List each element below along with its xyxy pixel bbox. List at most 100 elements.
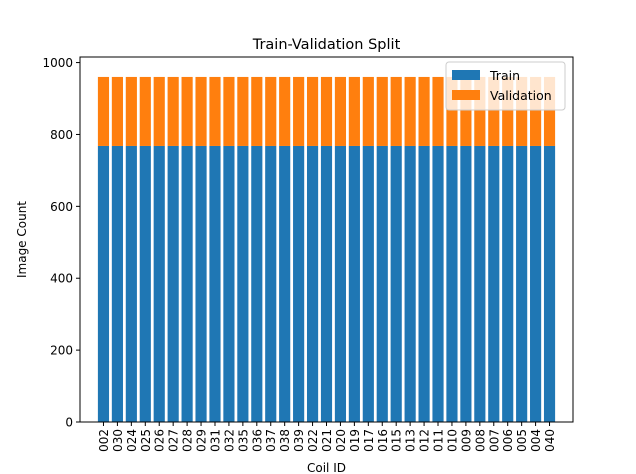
y-axis-label: Image Count [15, 201, 29, 278]
bars-group [97, 76, 556, 423]
legend-swatch-train [452, 70, 480, 80]
x-tick-label-019: 019 [348, 429, 362, 452]
x-tick-label-026: 026 [153, 429, 167, 452]
bar-validation-011 [432, 76, 444, 146]
x-tick-label-012: 012 [418, 429, 432, 452]
x-tick-label-029: 029 [195, 429, 209, 452]
bar-train-030 [111, 145, 123, 423]
bar-train-010 [446, 145, 458, 423]
x-tick-label-022: 022 [306, 429, 320, 452]
bar-validation-012 [418, 76, 430, 146]
bar-validation-040 [543, 76, 556, 146]
y-tick-label-400: 400 [50, 272, 73, 286]
x-tick-label-020: 020 [334, 429, 348, 452]
plot-frame [79, 56, 574, 423]
x-tick-label-010: 010 [445, 429, 459, 452]
bar-validation-026 [153, 76, 165, 146]
bar-train-037 [265, 145, 277, 423]
bar-train-038 [279, 145, 291, 423]
bar-validation-010 [446, 76, 458, 146]
x-tick-label-028: 028 [181, 429, 195, 452]
bar-validation-017 [362, 76, 374, 146]
bar-train-029 [195, 145, 207, 423]
bar-validation-016 [376, 76, 388, 146]
bar-validation-002 [97, 76, 110, 146]
bar-train-016 [376, 145, 388, 423]
y-tick-label-1000: 1000 [42, 56, 73, 70]
x-tick-label-027: 027 [167, 429, 181, 452]
bar-train-015 [390, 145, 402, 423]
x-tick-label-002: 002 [97, 429, 111, 452]
bar-train-040 [543, 145, 556, 423]
bar-train-021 [320, 145, 333, 423]
x-tick-label-009: 009 [459, 429, 473, 452]
x-tick-label-017: 017 [362, 429, 376, 452]
bar-train-004 [530, 145, 542, 423]
bar-train-026 [153, 145, 165, 423]
x-tick-label-037: 037 [264, 429, 278, 452]
bar-train-032 [223, 145, 235, 423]
bar-validation-005 [516, 76, 528, 146]
bar-validation-027 [167, 76, 179, 146]
bar-validation-025 [139, 76, 151, 146]
bar-validation-029 [195, 76, 207, 146]
bar-train-022 [306, 145, 319, 423]
bar-validation-035 [237, 76, 249, 146]
bar-validation-036 [251, 76, 263, 146]
x-tick-label-030: 030 [111, 429, 125, 452]
bar-validation-008 [474, 76, 486, 146]
bar-train-019 [348, 145, 360, 423]
bar-validation-015 [390, 76, 402, 146]
y-tick-label-0: 0 [65, 416, 73, 430]
y-tick-label-200: 200 [50, 344, 73, 358]
bar-validation-007 [488, 76, 500, 146]
bar-validation-037 [265, 76, 277, 146]
bar-validation-022 [306, 76, 319, 146]
bar-train-013 [404, 145, 416, 423]
x-tick-label-038: 038 [278, 429, 292, 452]
bar-train-002 [97, 145, 110, 423]
bar-validation-006 [502, 76, 514, 146]
bar-train-007 [488, 145, 500, 423]
bar-validation-019 [348, 76, 360, 146]
x-axis: 002 030 024 025 026 027 028 029 031 032 035 036 037 0… [97, 422, 557, 452]
bar-train-024 [125, 145, 137, 423]
x-tick-label-031: 031 [208, 429, 222, 452]
bar-train-005 [516, 145, 528, 423]
bar-validation-009 [460, 76, 472, 146]
bar-train-008 [474, 145, 486, 423]
bar-train-020 [334, 145, 347, 423]
bar-validation-030 [111, 76, 123, 146]
x-tick-label-021: 021 [320, 429, 334, 452]
bar-validation-039 [293, 76, 305, 146]
bar-validation-024 [125, 76, 137, 146]
bar-validation-028 [181, 76, 193, 146]
bar-train-012 [418, 145, 430, 423]
bar-train-006 [502, 145, 514, 423]
bar-train-017 [362, 145, 374, 423]
bar-validation-038 [279, 76, 291, 146]
x-tick-label-006: 006 [501, 429, 515, 452]
x-axis-label: Coil ID [307, 461, 346, 474]
x-tick-label-032: 032 [222, 429, 236, 452]
x-tick-label-024: 024 [125, 429, 139, 452]
x-tick-label-036: 036 [250, 429, 264, 452]
x-tick-label-039: 039 [292, 429, 306, 452]
bar-train-009 [460, 145, 472, 423]
x-tick-label-035: 035 [236, 429, 250, 452]
legend-label-validation: Validation [490, 88, 552, 103]
bar-train-036 [251, 145, 263, 423]
bar-validation-020 [334, 76, 347, 146]
x-tick-label-004: 004 [529, 429, 543, 452]
bar-train-039 [293, 145, 305, 423]
x-tick-label-005: 005 [515, 429, 529, 452]
x-tick-label-025: 025 [139, 429, 153, 452]
x-tick-label-008: 008 [473, 429, 487, 452]
chart-title: Train-Validation Split [252, 37, 401, 53]
x-tick-label-007: 007 [487, 429, 501, 452]
y-tick-label-800: 800 [50, 128, 73, 142]
bar-validation-004 [530, 76, 542, 146]
bar-train-028 [181, 145, 193, 423]
y-tick-label-600: 600 [50, 200, 73, 214]
